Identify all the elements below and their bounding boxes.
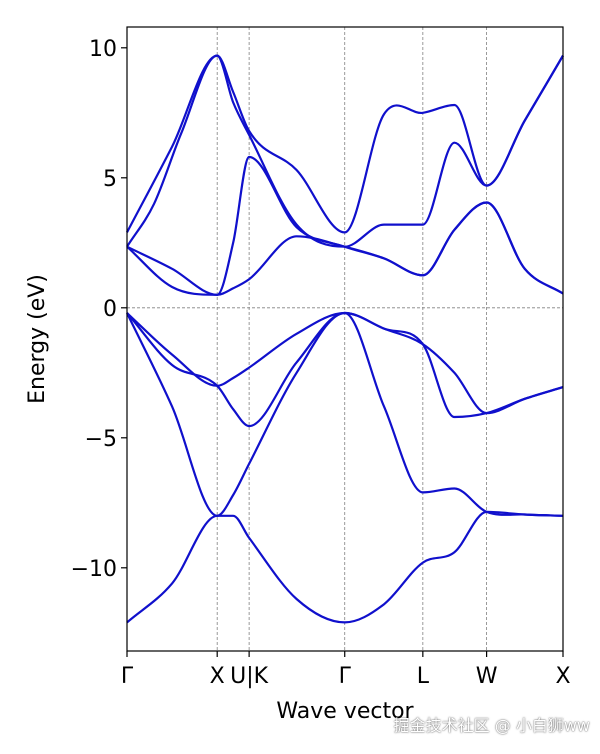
x-tick-label: U|K — [230, 664, 269, 689]
band-line-4 — [126, 311, 564, 415]
x-tick-label: W — [476, 664, 498, 689]
x-tick-label: Γ — [121, 664, 134, 689]
watermark-text: 掘金技术社区 @ 小白狮ww — [393, 716, 590, 735]
y-tick-label: −10 — [71, 557, 117, 582]
band-lines — [126, 54, 564, 624]
y-tick-label: 0 — [103, 297, 117, 322]
y-axis-label: Energy (eV) — [25, 274, 50, 404]
y-tick-label: 5 — [103, 167, 117, 192]
y-tick-label: −5 — [85, 427, 117, 452]
x-tick-label: L — [417, 664, 430, 689]
y-ticks: −10 −5 0 5 10 — [71, 37, 127, 582]
x-axis-label: Wave vector — [276, 699, 414, 724]
band-line-8 — [126, 54, 564, 234]
x-tick-label: X — [210, 664, 225, 689]
x-tick-label: X — [555, 664, 570, 689]
y-tick-label: 10 — [89, 37, 117, 62]
x-ticks: Γ X U|K Γ L W X — [121, 651, 571, 689]
grid-lines — [126, 27, 564, 651]
x-tick-label: Γ — [339, 664, 352, 689]
